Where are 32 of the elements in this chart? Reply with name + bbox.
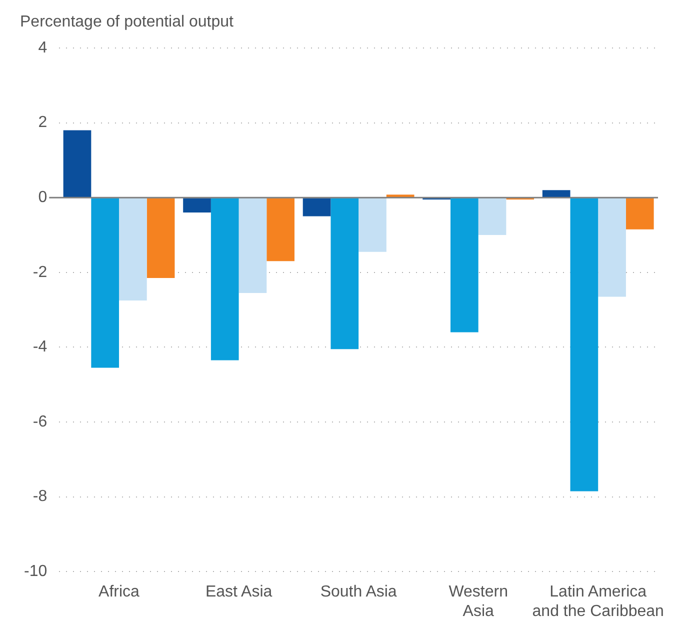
bar	[478, 198, 506, 235]
x-tick-label: Western Asia	[448, 584, 508, 620]
bar	[266, 198, 294, 262]
x-tick-label: Africa	[98, 584, 140, 601]
bar	[542, 190, 570, 198]
x-tick-label: South Asia	[320, 584, 397, 601]
y-tick-label: 4	[38, 39, 48, 56]
y-tick-label: 0	[38, 189, 48, 206]
y-tick-label: -8	[32, 488, 48, 506]
bar	[91, 198, 120, 368]
y-tick-label: -2	[32, 264, 48, 281]
y-tick-label: -6	[32, 413, 48, 430]
bar	[183, 198, 211, 213]
bar	[119, 198, 147, 300]
y-tick-label: -10	[24, 563, 48, 580]
x-tick-label: East Asia	[205, 584, 272, 601]
bar	[146, 198, 175, 278]
bar	[450, 198, 478, 332]
bar	[598, 198, 626, 297]
bar	[302, 198, 331, 216]
bar	[570, 198, 598, 492]
bar	[626, 198, 654, 230]
bar	[330, 198, 359, 350]
bar	[386, 194, 414, 198]
bar	[63, 130, 92, 198]
bar	[238, 198, 267, 293]
y-tick-label: 2	[38, 114, 48, 132]
y-axis-title: Percentage of potential output	[20, 13, 234, 30]
y-tick-label: -4	[32, 338, 48, 356]
bar	[210, 198, 239, 360]
x-tick-label: Latin America and the Caribbean	[532, 584, 664, 620]
bar	[358, 198, 386, 252]
